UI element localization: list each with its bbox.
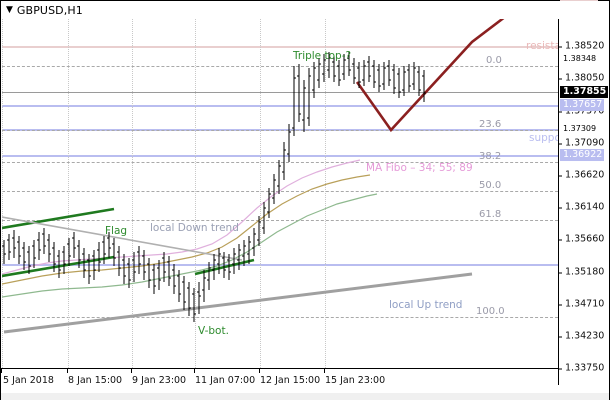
lower-blue-line — [2, 264, 558, 266]
fib-label-0: 0.0 — [486, 55, 502, 66]
price-tag-fib236: 1.37309 — [563, 123, 597, 133]
price-tick: 1.37090 — [559, 138, 604, 149]
time-label: 9 Jan 23:00 — [132, 375, 187, 386]
day-separator — [260, 2, 262, 368]
fib-label-618: 61.8 — [479, 209, 502, 220]
fib-line-618 — [2, 220, 558, 221]
fib-line-236 — [2, 130, 558, 131]
price-tick: 1.36620 — [559, 170, 604, 181]
price-tick: 1.33750 — [559, 363, 604, 374]
support-level-line — [2, 155, 558, 157]
price-tick: 1.36140 — [559, 202, 604, 213]
forecast-projection-line — [355, 2, 523, 133]
time-label: 8 Jan 15:00 — [68, 375, 123, 386]
resistance-label: resistant — [526, 40, 558, 52]
flag-lower-line — [2, 255, 115, 278]
price-tag-current: 1.37855 — [560, 86, 609, 98]
symbol-bar: ▼ GBPUSD,H1 — [1, 1, 609, 19]
price-tag-mid: 1.37657 — [560, 99, 605, 111]
price-tick: 1.34230 — [559, 331, 604, 342]
time-label: 11 Jan 07:00 — [195, 375, 256, 386]
price-tag-support: 1.36922 — [560, 149, 605, 161]
fib-label-236: 23.6 — [479, 119, 502, 130]
symbol-label: GBPUSD,H1 — [16, 3, 83, 17]
local-down-trend-line — [2, 216, 243, 261]
price-axis[interactable]: 1.39000 1.38520 1.38050 1.37570 1.37090 … — [558, 0, 610, 385]
ohlc-bars — [2, 52, 426, 322]
fib-label-500: 50.0 — [479, 180, 502, 191]
chevron-down-icon[interactable]: ▼ — [6, 4, 13, 15]
resistance-level-line — [2, 46, 558, 48]
annotation-local-down-trend: local Down trend — [150, 222, 239, 234]
fib-line-0 — [2, 66, 558, 67]
support-label: support — [529, 132, 558, 144]
price-tick: 1.38520 — [559, 41, 604, 52]
fib-label-382: 38.2 — [479, 151, 502, 162]
current-price-line — [2, 92, 558, 93]
day-separator — [195, 2, 197, 368]
fib-line-382 — [2, 162, 558, 163]
time-label: 5 Jan 2018 — [3, 375, 54, 386]
annotation-v-bot: V-bot. — [198, 325, 229, 337]
window-bottom-strip — [1, 393, 609, 400]
fib-line-500 — [2, 191, 558, 192]
time-axis[interactable]: 5 Jan 2018 8 Jan 15:00 9 Jan 23:00 11 Ja… — [1, 368, 558, 400]
ma-89-line — [2, 193, 378, 298]
price-series-svg — [2, 2, 523, 334]
price-tick: 1.34710 — [559, 299, 604, 310]
mid-level-line — [2, 105, 558, 107]
ma-34-line — [2, 159, 361, 275]
price-tick: 1.35180 — [559, 267, 604, 278]
price-tick: 1.35660 — [559, 234, 604, 245]
fib-label-1000: 100.0 — [476, 306, 505, 317]
day-separator — [68, 2, 70, 368]
price-tick: 1.38050 — [559, 73, 604, 84]
day-separator — [132, 2, 134, 368]
local-up-trend-line — [3, 272, 473, 334]
annotation-local-up-trend: local Up trend — [389, 299, 463, 311]
flag-upper-line — [2, 207, 115, 230]
annotation-flag: Flag — [105, 225, 128, 237]
fib-line-1000 — [2, 317, 558, 318]
time-label: 12 Jan 15:00 — [260, 375, 321, 386]
annotation-ma-fibo: MA Fibo – 34; 55; 89 — [366, 162, 473, 174]
price-tag-resistance: 1.38348 — [563, 53, 597, 63]
day-separator — [2, 2, 4, 368]
time-label: 15 Jan 23:00 — [325, 375, 386, 386]
price-tick: 1.37570 — [559, 106, 604, 117]
annotation-triple-top: Triple top-? — [293, 50, 352, 62]
chart-plot-area[interactable]: 0.0 23.6 38.2 50.0 61.8 100.0 resistant … — [2, 2, 558, 368]
